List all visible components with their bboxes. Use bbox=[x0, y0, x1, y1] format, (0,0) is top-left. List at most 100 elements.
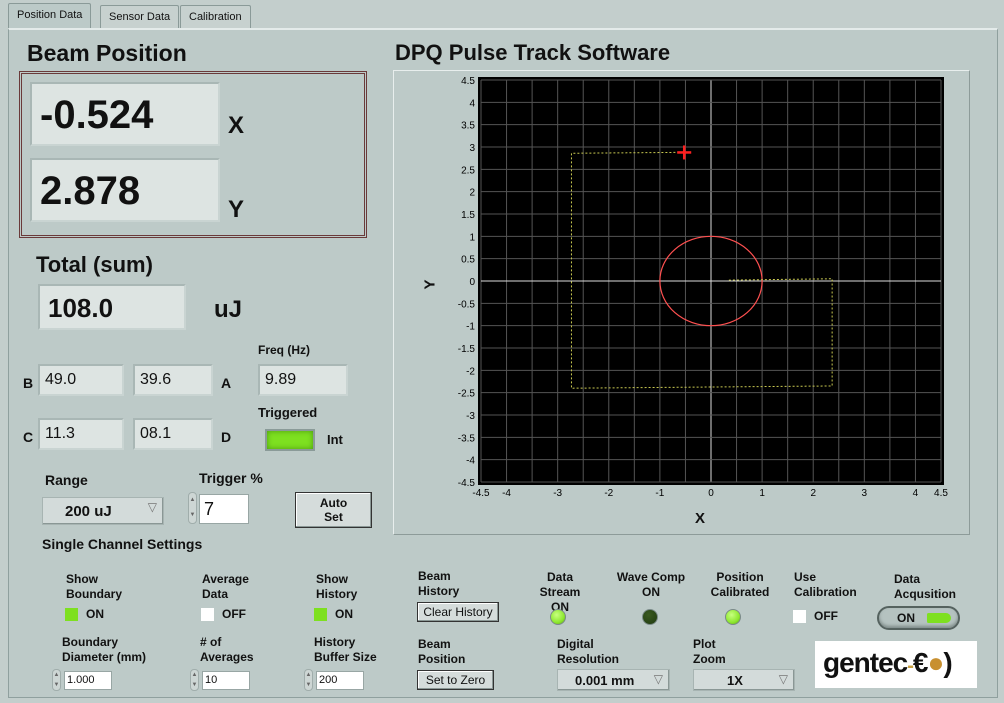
y-tick-label: -1.5 bbox=[458, 344, 476, 355]
tab-calibration[interactable]: Calibration bbox=[180, 5, 251, 29]
total-title: Total (sum) bbox=[36, 252, 153, 277]
clear-history-button[interactable]: Clear History bbox=[417, 602, 499, 622]
channel-a-display: 39.6 bbox=[133, 364, 213, 396]
channel-b-display: 49.0 bbox=[38, 364, 124, 396]
total-unit: uJ bbox=[214, 296, 243, 323]
freq-display: 9.89 bbox=[258, 364, 348, 396]
y-tick-label: 4 bbox=[469, 98, 475, 109]
y-tick-label: -4.5 bbox=[458, 478, 476, 489]
beam-history-label: Beam History bbox=[418, 569, 460, 598]
y-tick-label: -0.5 bbox=[458, 299, 476, 310]
y-tick-label: -1 bbox=[466, 322, 475, 333]
use-calibration-state: OFF bbox=[814, 609, 838, 623]
history-path bbox=[570, 151, 833, 389]
dropdown-arrow-icon: ▽ bbox=[147, 500, 157, 514]
x-tick-label: 3 bbox=[862, 488, 868, 499]
y-tick-label: -3 bbox=[466, 411, 475, 422]
tab-position-data[interactable]: Position Data bbox=[8, 3, 92, 30]
range-value: 200 uJ bbox=[65, 503, 112, 520]
show-history-label: Show History bbox=[316, 572, 358, 601]
y-tick-label: 2.5 bbox=[461, 165, 475, 176]
num-averages-label: # of Averages bbox=[200, 635, 254, 664]
history-buffer-label: History Buffer Size bbox=[314, 635, 377, 664]
c-label: C bbox=[23, 429, 34, 445]
dropdown-arrow-icon: ▽ bbox=[778, 672, 788, 686]
x-tick-label: -3 bbox=[553, 488, 562, 499]
trigger-percent-input[interactable]: 7 bbox=[199, 494, 249, 524]
channel-c-display: 11.3 bbox=[38, 418, 124, 450]
y-tick-label: -3.5 bbox=[458, 433, 476, 444]
tab-sensor-data[interactable]: Sensor Data bbox=[100, 5, 180, 29]
y-tick-label: 2 bbox=[469, 188, 475, 199]
use-calibration-checkbox[interactable] bbox=[793, 610, 806, 623]
num-averages-input[interactable]: 10 bbox=[202, 671, 250, 690]
y-tick-label: 0 bbox=[469, 277, 475, 288]
use-calibration-label: Use Calibration bbox=[794, 570, 857, 599]
trigger-spinner[interactable]: ▲ ▼ bbox=[188, 492, 197, 524]
chart-title: DPQ Pulse Track Software bbox=[395, 40, 671, 65]
history-buffer-input[interactable]: 200 bbox=[316, 671, 364, 690]
y-tick-label: 1 bbox=[469, 232, 475, 243]
x-position-display: -0.524 bbox=[30, 82, 220, 146]
position-calibrated-label: Position Calibrated bbox=[710, 570, 770, 599]
dropdown-arrow-icon: ▽ bbox=[653, 672, 663, 686]
triggered-indicator bbox=[265, 429, 315, 451]
num-averages-spinner[interactable]: ▲ ▼ bbox=[190, 669, 199, 691]
x-tick-label: -4 bbox=[502, 488, 511, 499]
toggle-light-icon bbox=[927, 613, 951, 623]
a-label: A bbox=[221, 375, 232, 391]
data-acquisition-toggle[interactable]: ON bbox=[877, 606, 960, 630]
beam-position-zero-label: Beam Position bbox=[418, 637, 466, 666]
average-data-checkbox[interactable] bbox=[201, 608, 214, 621]
chart-frame bbox=[393, 70, 970, 535]
x-tick-label: -4.5 bbox=[472, 488, 490, 499]
y-position-display: 2.878 bbox=[30, 158, 220, 222]
digital-resolution-dropdown[interactable]: 0.001 mm ▽ bbox=[557, 669, 670, 691]
wave-comp-label: Wave Comp ON bbox=[616, 570, 686, 599]
total-display: 108.0 bbox=[38, 284, 186, 330]
beam-position-title: Beam Position bbox=[27, 40, 187, 66]
channel-d-display: 08.1 bbox=[133, 418, 213, 450]
boundary-diameter-spinner[interactable]: ▲ ▼ bbox=[52, 669, 61, 691]
range-dropdown[interactable]: 200 uJ ▽ bbox=[42, 497, 164, 525]
x-tick-label: 1 bbox=[759, 488, 765, 499]
plot-zoom-dropdown[interactable]: 1X ▽ bbox=[693, 669, 795, 691]
x-tick-label: 4.5 bbox=[934, 488, 948, 499]
show-history-checkbox[interactable] bbox=[314, 608, 327, 621]
x-label: X bbox=[228, 112, 245, 139]
beam-position-frame bbox=[19, 71, 367, 238]
data-acquisition-label: Data Acqusition bbox=[894, 572, 956, 601]
wave-comp-led bbox=[642, 609, 658, 625]
single-channel-settings-title: Single Channel Settings bbox=[42, 536, 203, 552]
x-axis-label: X bbox=[695, 510, 706, 527]
show-boundary-state: ON bbox=[86, 607, 104, 621]
boundary-diameter-input[interactable]: 1.000 bbox=[64, 671, 112, 690]
history-buffer-spinner[interactable]: ▲ ▼ bbox=[304, 669, 313, 691]
b-label: B bbox=[23, 375, 34, 391]
data-stream-label: Data Stream ON bbox=[539, 570, 581, 614]
toggle-state: ON bbox=[897, 611, 915, 625]
x-tick-label: -2 bbox=[604, 488, 613, 499]
y-label: Y bbox=[228, 196, 245, 223]
show-boundary-label: Show Boundary bbox=[66, 572, 123, 601]
position-calibrated-led bbox=[725, 609, 741, 625]
d-label: D bbox=[221, 429, 232, 445]
average-data-state: OFF bbox=[222, 607, 246, 621]
y-tick-label: -2 bbox=[466, 366, 475, 377]
average-data-label: Average Data bbox=[202, 572, 249, 601]
trigger-mode: Int bbox=[327, 432, 343, 447]
y-tick-label: -4 bbox=[466, 456, 475, 467]
y-tick-label: 4.5 bbox=[461, 76, 475, 87]
gentec-logo: gentec-€●) bbox=[815, 641, 977, 688]
freq-label: Freq (Hz) bbox=[258, 343, 310, 357]
x-tick-label: 0 bbox=[708, 488, 714, 499]
y-tick-label: -2.5 bbox=[458, 389, 476, 400]
set-to-zero-button[interactable]: Set to Zero bbox=[417, 670, 494, 690]
auto-set-button[interactable]: Auto Set bbox=[295, 492, 372, 528]
y-tick-label: 1.5 bbox=[461, 210, 475, 221]
y-tick-label: 0.5 bbox=[461, 255, 475, 266]
plot-zoom-label: Plot Zoom bbox=[693, 637, 726, 666]
show-boundary-checkbox[interactable] bbox=[65, 608, 78, 621]
y-tick-label: 3.5 bbox=[461, 121, 475, 132]
